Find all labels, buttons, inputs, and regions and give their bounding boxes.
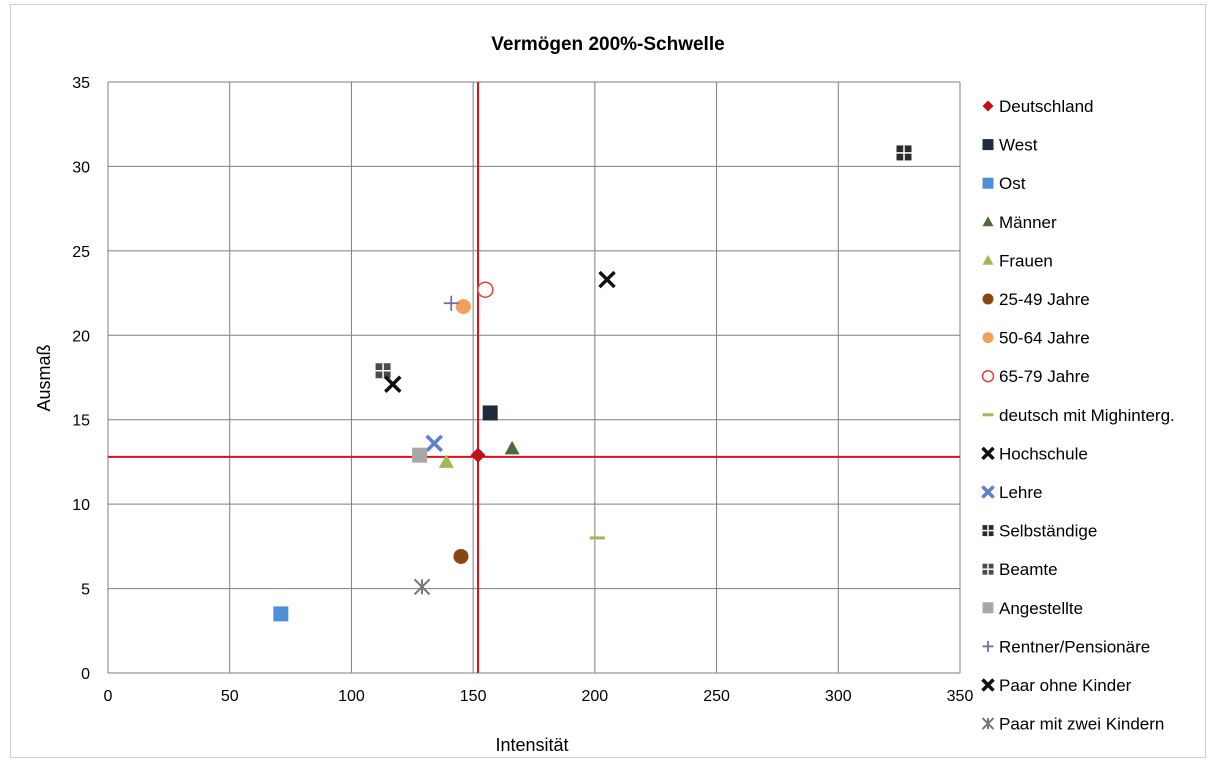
legend-label-12: Beamte xyxy=(999,560,1058,579)
legend-marker-7 xyxy=(981,369,995,383)
y-tick-label-6: 30 xyxy=(72,159,90,176)
legend-label-10: Lehre xyxy=(999,483,1042,502)
legend-marker-0 xyxy=(982,100,994,112)
legend-marker-5 xyxy=(982,293,994,305)
data-point-5 xyxy=(453,548,469,564)
legend-label-0: Deutschland xyxy=(999,97,1094,116)
data-point-4 xyxy=(438,454,454,468)
x-tick-label-7: 350 xyxy=(947,688,974,705)
legend-label-7: 65-79 Jahre xyxy=(999,367,1090,386)
chart-frame xyxy=(10,4,1206,758)
data-point-9 xyxy=(598,270,616,289)
y-tick-label-7: 35 xyxy=(72,75,90,92)
data-point-3 xyxy=(504,440,520,455)
data-point-14 xyxy=(443,295,459,311)
data-point-0 xyxy=(470,447,486,463)
x-tick-label-5: 250 xyxy=(703,688,730,705)
legend-label-8: deutsch mit Mighinterg. xyxy=(999,406,1175,425)
legend-marker-3 xyxy=(982,216,994,227)
y-tick-label-1: 5 xyxy=(81,582,90,599)
legend-label-5: 25-49 Jahre xyxy=(999,290,1090,309)
x-tick-label-1: 50 xyxy=(221,688,239,705)
legend-marker-11 xyxy=(982,525,994,537)
reference-lines xyxy=(108,82,960,673)
y-axis-ticks: 0 5 10 15 20 25 30 35 xyxy=(72,75,90,683)
legend-label-4: Frauen xyxy=(999,251,1053,270)
x-axis-ticks: 0 50 100 150 200 250 300 350 xyxy=(104,688,974,705)
legend: Deutschland West Ost Männer Frauen 25-49 Jahr… xyxy=(981,97,1175,734)
legend-marker-16 xyxy=(981,717,995,730)
legend-label-3: Männer xyxy=(999,213,1057,232)
legend-label-1: West xyxy=(999,136,1038,155)
x-axis-title: Intensität xyxy=(495,735,568,755)
data-point-1 xyxy=(482,405,498,421)
legend-marker-1 xyxy=(982,139,994,151)
legend-label-16: Paar mit zwei Kindern xyxy=(999,715,1164,734)
y-axis-title: Ausmaß xyxy=(34,344,54,411)
legend-label-9: Hochschule xyxy=(999,444,1088,463)
grid xyxy=(107,81,961,674)
legend-marker-6 xyxy=(982,332,994,344)
data-point-6 xyxy=(455,299,471,315)
legend-label-14: Rentner/Pensionäre xyxy=(999,637,1150,656)
data-points xyxy=(273,145,912,622)
x-tick-label-2: 100 xyxy=(338,688,365,705)
legend-marker-15 xyxy=(981,678,995,692)
legend-marker-2 xyxy=(982,177,994,189)
x-tick-label-6: 300 xyxy=(825,688,852,705)
data-point-10 xyxy=(425,434,443,453)
y-tick-label-4: 20 xyxy=(72,328,90,345)
data-point-13 xyxy=(412,447,428,463)
data-point-12 xyxy=(375,363,391,379)
legend-marker-13 xyxy=(982,602,994,614)
data-point-7 xyxy=(477,281,494,298)
legend-marker-9 xyxy=(981,446,995,461)
y-tick-label-3: 15 xyxy=(72,413,90,430)
legend-label-6: 50-64 Jahre xyxy=(999,329,1090,348)
data-point-15 xyxy=(384,375,402,393)
legend-marker-10 xyxy=(981,485,995,499)
data-point-11 xyxy=(896,145,912,161)
legend-label-2: Ost xyxy=(999,174,1026,193)
x-tick-label-0: 0 xyxy=(104,688,113,705)
y-tick-label-5: 25 xyxy=(72,244,90,261)
data-point-16 xyxy=(413,578,431,596)
x-tick-label-3: 150 xyxy=(460,688,487,705)
legend-marker-4 xyxy=(982,254,994,265)
y-tick-label-2: 10 xyxy=(72,497,90,514)
chart-title: Vermögen 200%-Schwelle xyxy=(491,34,724,55)
legend-label-13: Angestellte xyxy=(999,599,1083,618)
legend-label-15: Paar ohne Kinder xyxy=(999,676,1132,695)
legend-label-11: Selbständige xyxy=(999,522,1097,541)
y-tick-label-0: 0 xyxy=(81,666,90,683)
legend-marker-12 xyxy=(982,563,994,575)
x-tick-label-4: 200 xyxy=(582,688,609,705)
data-point-2 xyxy=(273,606,289,622)
legend-marker-14 xyxy=(982,640,994,652)
